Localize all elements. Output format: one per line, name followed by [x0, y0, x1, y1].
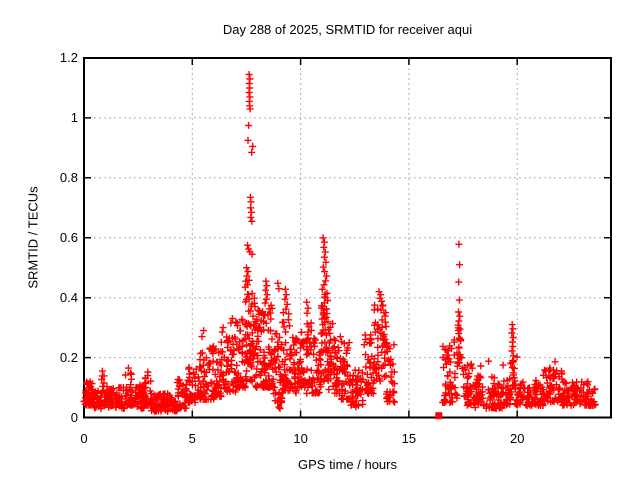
chart-title: Day 288 of 2025, SRMTID for receiver aqu…: [222, 22, 473, 37]
y-tick-label-1: 0.2: [59, 349, 78, 365]
x-tick-label-0: 0: [80, 431, 88, 446]
grid-lines: [84, 58, 611, 418]
scatter-points-series: [80, 71, 599, 415]
x-tick-label-1: 5: [188, 431, 196, 446]
y-tick-label-0: 0: [70, 409, 78, 425]
square-marker: [435, 412, 443, 420]
x-tick-label-4: 20: [509, 431, 525, 446]
x-axis-label: GPS time / hours: [298, 457, 397, 472]
x-tick-label-2: 10: [293, 431, 308, 446]
y-tick-label-2: 0.4: [59, 289, 78, 305]
x-tick-label-3: 15: [401, 431, 417, 446]
y-tick-label-6: 1.2: [59, 50, 78, 65]
plot-border: [83, 57, 612, 419]
y-tick-label-5: 1: [70, 109, 78, 125]
y-tick-label-4: 0.8: [59, 169, 78, 185]
y-tick-label-3: 0.6: [59, 229, 78, 245]
